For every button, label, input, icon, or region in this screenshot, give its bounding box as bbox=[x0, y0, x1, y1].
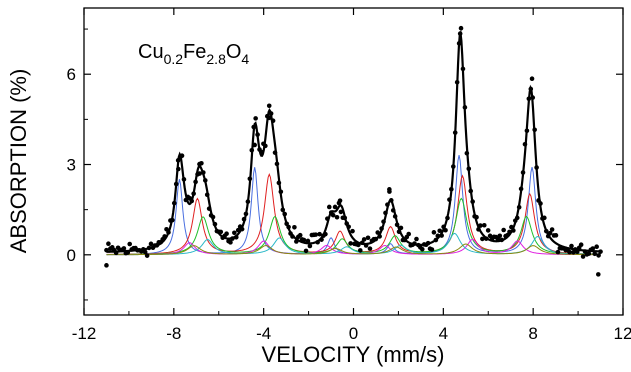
data-point bbox=[292, 225, 297, 230]
data-point bbox=[594, 244, 599, 249]
data-point bbox=[365, 235, 371, 241]
data-point bbox=[481, 222, 487, 228]
data-point bbox=[361, 237, 367, 242]
y-axis-title: ABSORPTION (%) bbox=[6, 69, 31, 254]
data-point bbox=[357, 248, 363, 253]
data-point bbox=[501, 227, 506, 233]
x-tick-label: -12 bbox=[72, 324, 97, 343]
data-point bbox=[458, 25, 464, 31]
data-point bbox=[367, 246, 373, 251]
x-tick-label: 8 bbox=[528, 324, 537, 343]
data-point bbox=[142, 249, 148, 255]
data-point bbox=[580, 254, 586, 259]
data-point bbox=[497, 233, 503, 239]
data-point bbox=[487, 233, 493, 239]
x-axis-ticks: -12 -8 -4 0 4 8 12 bbox=[72, 8, 631, 343]
data-point bbox=[431, 230, 437, 235]
data-point bbox=[305, 238, 311, 244]
data-point bbox=[301, 237, 307, 243]
data-point bbox=[419, 246, 425, 252]
data-point bbox=[480, 236, 485, 242]
data-point bbox=[144, 253, 150, 258]
data-point bbox=[586, 251, 592, 256]
data-point bbox=[121, 246, 127, 251]
total-fit-curve bbox=[106, 29, 601, 253]
x-tick-label: -8 bbox=[166, 324, 181, 343]
data-point bbox=[437, 228, 443, 234]
data-point bbox=[549, 227, 555, 232]
data-point bbox=[414, 236, 419, 242]
data-point bbox=[326, 204, 332, 210]
x-axis-title: VELOCITY (mm/s) bbox=[262, 342, 445, 367]
x-tick-label: 4 bbox=[439, 324, 448, 343]
data-point bbox=[592, 251, 598, 257]
data-point bbox=[348, 241, 353, 246]
data-point bbox=[104, 263, 109, 268]
data-point bbox=[253, 116, 258, 121]
sextet-curve-6 bbox=[106, 243, 601, 256]
data-point bbox=[350, 228, 355, 234]
data-point bbox=[303, 248, 309, 254]
data-point bbox=[578, 242, 584, 248]
data-point bbox=[197, 171, 202, 176]
y-axis-ticks: 0 3 6 bbox=[67, 28, 623, 301]
data-point bbox=[313, 232, 319, 237]
data-point bbox=[266, 103, 272, 109]
data-point bbox=[387, 189, 392, 194]
data-point bbox=[429, 247, 435, 252]
data-point bbox=[596, 272, 601, 277]
data-point bbox=[297, 232, 303, 238]
data-point bbox=[307, 243, 313, 249]
data-point bbox=[485, 228, 491, 233]
data-point bbox=[337, 198, 343, 203]
y-tick-label: 0 bbox=[67, 246, 76, 265]
data-point bbox=[330, 212, 336, 218]
x-tick-label: 12 bbox=[614, 324, 631, 343]
data-point bbox=[127, 241, 133, 247]
x-tick-label: 0 bbox=[349, 324, 358, 343]
data-point bbox=[199, 160, 204, 166]
data-point bbox=[555, 249, 561, 255]
data-point bbox=[596, 253, 601, 258]
data-point bbox=[529, 76, 535, 82]
fit-line bbox=[106, 29, 601, 253]
data-point bbox=[569, 243, 574, 249]
y-tick-label: 6 bbox=[67, 65, 76, 84]
data-point bbox=[232, 230, 237, 236]
data-point bbox=[106, 241, 111, 247]
data-point bbox=[406, 231, 412, 237]
y-tick-label: 3 bbox=[67, 156, 76, 175]
data-point bbox=[148, 241, 154, 247]
formula-annotation: Cu0.2Fe2.8O4 bbox=[138, 41, 249, 67]
x-tick-label: -4 bbox=[256, 324, 271, 343]
data-point bbox=[567, 249, 572, 255]
data-point bbox=[553, 233, 559, 238]
data-point bbox=[334, 214, 340, 220]
data-point bbox=[332, 204, 338, 210]
data-point bbox=[228, 240, 233, 245]
data-point bbox=[338, 209, 344, 215]
data-point bbox=[317, 231, 322, 237]
data-point bbox=[224, 231, 229, 237]
data-point bbox=[590, 246, 596, 251]
fit-component-curves bbox=[106, 154, 601, 256]
